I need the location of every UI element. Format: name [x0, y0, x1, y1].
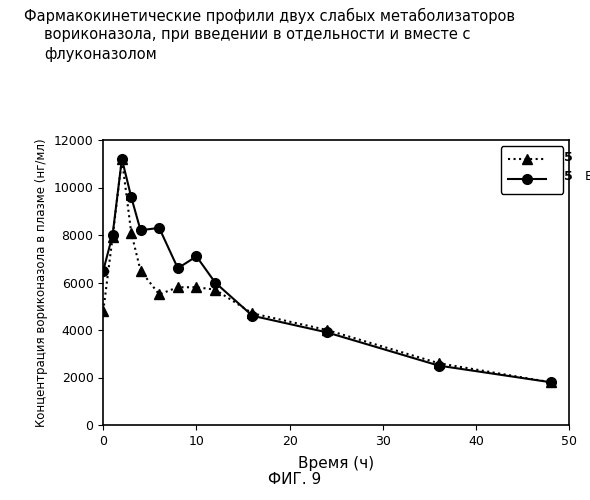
Y-axis label: Концентрация вориконазола в плазме (нг/мл): Концентрация вориконазола в плазме (нг/м… [35, 138, 48, 427]
Text: Вориконазол+флуконазол: Вориконазол+флуконазол [581, 170, 590, 183]
Legend: , : , [500, 146, 563, 194]
Text: Фармакокинетические профили двух слабых метаболизаторов: Фармакокинетические профили двух слабых … [24, 8, 514, 24]
Text: S5: S5 [556, 151, 573, 164]
Text: Вориконазол: Вориконазол [581, 151, 590, 164]
Text: флуконазолом: флуконазолом [44, 48, 157, 62]
Text: ФИГ. 9: ФИГ. 9 [268, 472, 322, 488]
X-axis label: Время (ч): Время (ч) [298, 456, 375, 471]
Text: вориконазола, при введении в отдельности и вместе с: вориконазола, при введении в отдельности… [44, 28, 471, 42]
Text: S5: S5 [556, 170, 573, 183]
